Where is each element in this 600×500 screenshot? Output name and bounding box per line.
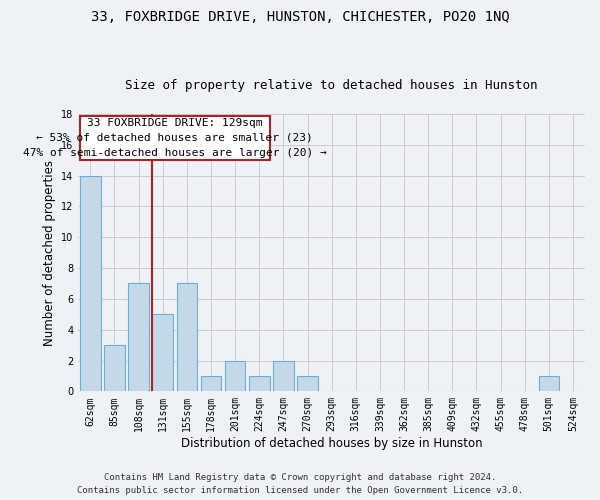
Bar — [273, 360, 293, 392]
Bar — [128, 284, 149, 392]
Y-axis label: Number of detached properties: Number of detached properties — [43, 160, 56, 346]
X-axis label: Distribution of detached houses by size in Hunston: Distribution of detached houses by size … — [181, 437, 482, 450]
Bar — [225, 360, 245, 392]
Bar — [104, 345, 125, 392]
Text: 33 FOXBRIDGE DRIVE: 129sqm: 33 FOXBRIDGE DRIVE: 129sqm — [87, 118, 263, 128]
Title: Size of property relative to detached houses in Hunston: Size of property relative to detached ho… — [125, 79, 538, 92]
Bar — [297, 376, 318, 392]
Text: 33, FOXBRIDGE DRIVE, HUNSTON, CHICHESTER, PO20 1NQ: 33, FOXBRIDGE DRIVE, HUNSTON, CHICHESTER… — [91, 10, 509, 24]
Bar — [539, 376, 559, 392]
Bar — [176, 284, 197, 392]
Text: Contains HM Land Registry data © Crown copyright and database right 2024.
Contai: Contains HM Land Registry data © Crown c… — [77, 474, 523, 495]
Bar — [152, 314, 173, 392]
Text: ← 53% of detached houses are smaller (23): ← 53% of detached houses are smaller (23… — [37, 133, 313, 143]
Bar — [80, 176, 101, 392]
Text: 47% of semi-detached houses are larger (20) →: 47% of semi-detached houses are larger (… — [23, 148, 326, 158]
FancyBboxPatch shape — [80, 116, 270, 160]
Bar — [201, 376, 221, 392]
Bar — [249, 376, 269, 392]
